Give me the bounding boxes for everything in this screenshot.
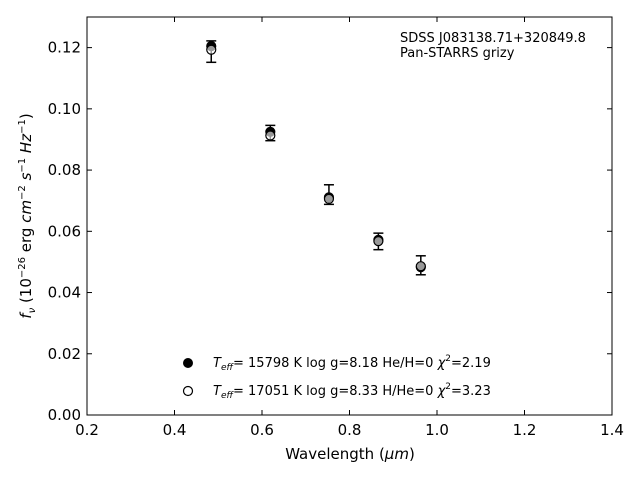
x-tick-label: 1.0 xyxy=(425,421,449,439)
x-tick-label: 1.4 xyxy=(600,421,624,439)
x-tick-label: 0.6 xyxy=(250,421,274,439)
x-tick-label: 0.4 xyxy=(163,421,187,439)
y-axis-label: fν (10−26 erg cm−2 s−1 Hz−1) xyxy=(17,113,38,318)
plot-frame xyxy=(86,16,613,416)
model-point-open xyxy=(206,44,217,55)
model-point-open xyxy=(265,130,276,141)
legend-label-2: Teff= 17051 K log g=8.33 H/He=0 χ2=3.23 xyxy=(213,382,491,401)
model-point-open xyxy=(323,193,335,204)
y-tick-label: 0.12 xyxy=(48,39,81,57)
object-name-annotation: SDSS J083138.71+320849.8 xyxy=(400,31,586,46)
legend-marker-open xyxy=(182,385,194,397)
x-tick-label: 0.8 xyxy=(338,421,362,439)
y-tick-label: 0.10 xyxy=(48,100,81,118)
legend-label-1: Teff= 15798 K log g=8.18 He/H=0 χ2=2.19 xyxy=(213,354,491,373)
legend-marker-filled xyxy=(183,358,193,368)
y-tick-label: 0.02 xyxy=(48,345,81,363)
error-bars xyxy=(206,40,426,276)
y-tick-label: 0.06 xyxy=(48,222,81,240)
model-markers xyxy=(206,40,426,273)
model-point-open xyxy=(415,261,426,272)
survey-annotation: Pan-STARRS grizy xyxy=(400,46,515,61)
legend: Teff= 15798 K log g=8.18 He/H=0 χ2=2.19 … xyxy=(182,354,491,401)
x-tick-label: 0.2 xyxy=(75,421,99,439)
x-ticks: 0.2 0.4 0.6 0.8 1.0 1.2 1.4 xyxy=(75,17,624,439)
x-tick-label: 1.2 xyxy=(513,421,537,439)
model-point-open xyxy=(373,236,384,247)
y-tick-label: 0.00 xyxy=(48,406,81,424)
y-tick-label: 0.04 xyxy=(48,284,81,302)
x-axis-label: Wavelength (μm) xyxy=(285,445,415,463)
y-tick-label: 0.08 xyxy=(48,161,81,179)
y-ticks: 0.00 0.02 0.04 0.06 0.08 0.10 0.12 xyxy=(48,39,612,424)
